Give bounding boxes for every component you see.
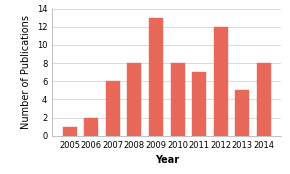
X-axis label: Year: Year	[155, 155, 179, 165]
Bar	[214, 27, 228, 136]
Bar	[192, 72, 206, 136]
Y-axis label: Number of Publications: Number of Publications	[21, 15, 31, 129]
Bar	[235, 90, 249, 136]
Bar	[149, 18, 163, 136]
Bar	[106, 81, 120, 136]
Bar	[257, 63, 271, 136]
Bar	[84, 118, 98, 136]
Bar	[63, 127, 77, 136]
Bar	[171, 63, 184, 136]
Bar	[127, 63, 142, 136]
